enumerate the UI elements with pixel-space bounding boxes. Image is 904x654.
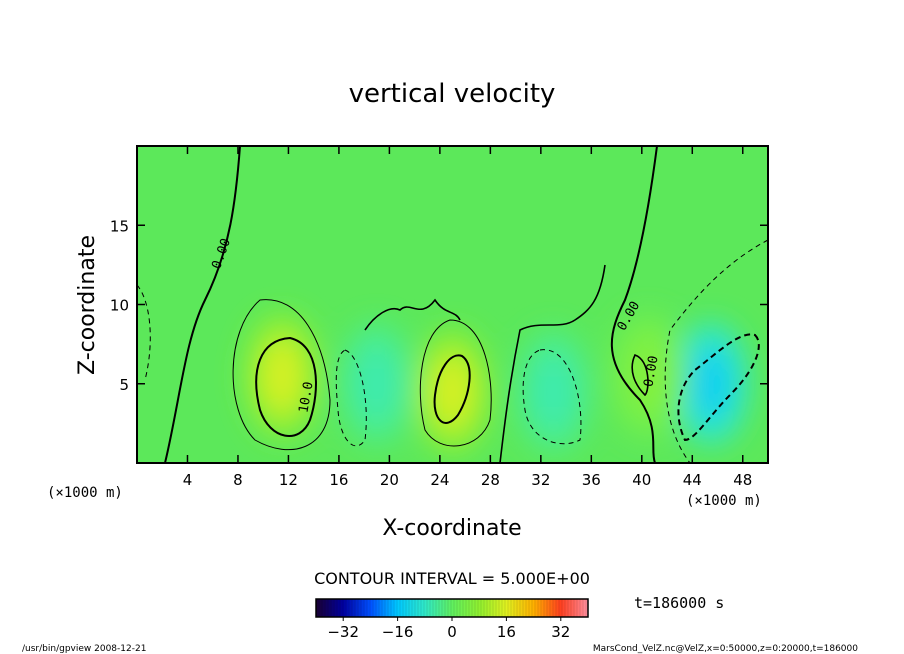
- x-tick-label: 20: [380, 471, 399, 489]
- x-tick-label: 28: [481, 471, 500, 489]
- y-axis-label: Z-coordinate: [75, 235, 100, 375]
- colorbar-fill: [316, 599, 588, 617]
- contour-neg-far-left: [137, 284, 151, 381]
- y-axis: 5 10 15: [110, 217, 768, 394]
- y-tick-label: 5: [119, 376, 129, 394]
- colorbar: −32 −16 0 16 32: [315, 598, 589, 641]
- footer-right: MarsCond_VelZ.nc@VelZ,x=0:50000,z=0:2000…: [593, 644, 858, 654]
- contour-neg-right-inner: [677, 333, 760, 442]
- x-tick-label: 8: [233, 471, 243, 489]
- x-tick-label: 32: [531, 471, 550, 489]
- chart-title: vertical velocity: [349, 79, 556, 109]
- contour-zero-mid: [499, 264, 606, 463]
- colorbar-tick-label: 32: [551, 623, 570, 641]
- x-tick-label: 48: [733, 471, 752, 489]
- contour-small-right: [631, 354, 649, 397]
- x-tick-label: 16: [329, 471, 348, 489]
- field-core: [690, 346, 733, 421]
- x-axis: 4 8 12 16 20 24 28 32 36 40 44 48: [183, 146, 752, 489]
- contour-neg-left: [335, 349, 367, 447]
- y-tick-label: 15: [110, 217, 129, 235]
- colorbar-tick-label: −16: [382, 623, 414, 641]
- x-unit-label-right: (×1000 m): [686, 493, 762, 509]
- colorbar-tick-label: −32: [327, 623, 359, 641]
- colorbar-tick-label: 16: [497, 623, 516, 641]
- contour-neg-mid: [522, 349, 582, 445]
- field-core: [261, 338, 304, 414]
- x-tick-label: 24: [430, 471, 449, 489]
- contour-label: 10.0: [296, 381, 316, 414]
- x-unit-label: (×1000 m): [47, 485, 123, 501]
- colorbar-tick-label: 0: [447, 623, 457, 641]
- colorbar-ticks: −32 −16 0 16 32: [327, 617, 570, 641]
- field-core: [532, 354, 575, 429]
- x-tick-label: 4: [183, 471, 193, 489]
- contour-interval: CONTOUR INTERVAL = 5.000E+00: [314, 569, 590, 588]
- y-tick-label: 10: [110, 297, 129, 315]
- contour-noisy-top: [364, 298, 461, 331]
- plot-area: [137, 146, 768, 463]
- x-tick-label: 44: [683, 471, 702, 489]
- contour-10-mid: [433, 354, 471, 424]
- contour-zero-left: [164, 146, 241, 463]
- contour-lines: [137, 146, 768, 463]
- colorbar-stripes: [318, 599, 587, 617]
- contour-10-left: [255, 336, 317, 437]
- field-core: [431, 354, 474, 429]
- x-tick-label: 12: [279, 471, 298, 489]
- x-tick-label: 40: [632, 471, 651, 489]
- x-tick-label: 36: [582, 471, 601, 489]
- contour-neg-right-outer: [664, 239, 768, 463]
- time-label: t=186000 s: [634, 594, 724, 612]
- contour-label: 0.00: [641, 355, 661, 388]
- contour-5-mid: [419, 319, 492, 447]
- field-core: [355, 346, 398, 421]
- contour-zero-right: [610, 146, 658, 463]
- field-blobs: [244, 313, 750, 454]
- contour-5-left: [232, 299, 331, 451]
- x-axis-label: X-coordinate: [382, 516, 521, 541]
- footer-left: /usr/bin/gpview 2008-12-21: [22, 644, 146, 654]
